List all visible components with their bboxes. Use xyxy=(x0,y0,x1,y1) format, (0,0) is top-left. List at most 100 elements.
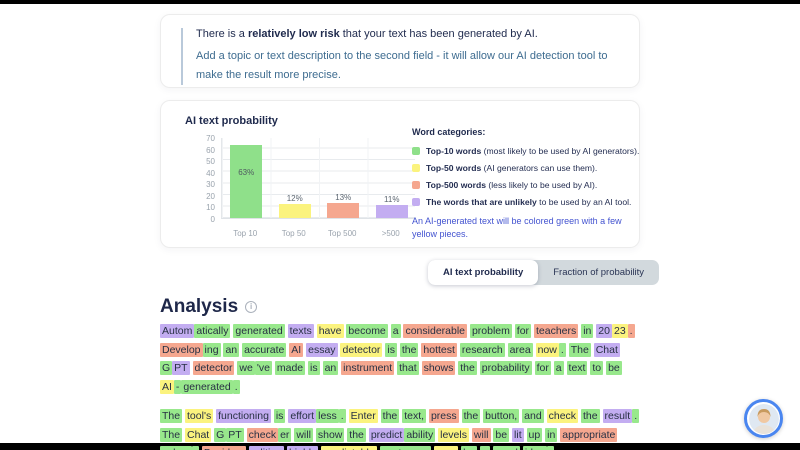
analysis-token: ability xyxy=(404,427,436,442)
analysis-token: functioning xyxy=(216,409,271,423)
analysis-token: Autom xyxy=(160,324,195,338)
legend-swatch xyxy=(412,147,420,155)
y-axis-tick: 10 xyxy=(206,203,215,213)
y-axis-tick: 70 xyxy=(206,134,215,143)
analysis-token: atically xyxy=(194,324,231,338)
analysis-token: a xyxy=(553,361,564,375)
analysis-token: Enter xyxy=(348,409,378,423)
analysis-token: highly xyxy=(286,446,319,450)
bar-chart: 63% 12% 13% 11% 0 10 20 30 40 50 60 70 Top 10 Top 5… xyxy=(185,134,419,238)
x-axis-tick: >500 xyxy=(381,229,400,238)
analysis-token: . xyxy=(338,409,346,423)
analysis-token: the xyxy=(580,409,600,423)
analysis-token: AI xyxy=(289,342,304,357)
bar-value-label: 63% xyxy=(238,168,255,178)
tab-ai-text-probability[interactable]: AI text probability xyxy=(428,260,539,285)
legend-item: Top-10 words (most likely to be used by … xyxy=(412,146,644,156)
analysis-token: 've xyxy=(254,361,272,375)
risk-hint-text: Add a topic or text description to the s… xyxy=(196,50,608,81)
analysis-token: to xyxy=(590,361,604,375)
analysis-token: made xyxy=(274,361,306,375)
legend-label: Top-500 words (less likely to be used by… xyxy=(426,180,598,190)
analysis-token: lit xyxy=(512,427,524,442)
analysis-token: be xyxy=(493,427,510,442)
analysis-token: levels xyxy=(438,427,469,442)
legend-items: Top-10 words (most likely to be used by … xyxy=(412,146,644,207)
analysis-token: is xyxy=(385,342,397,357)
x-axis-tick: Top 500 xyxy=(328,229,357,238)
analysis-token: in xyxy=(581,324,594,338)
analysis-token: may xyxy=(434,446,459,450)
bar-value-label: 13% xyxy=(335,192,352,202)
analysis-token: . xyxy=(627,324,635,338)
analysis-token: instrument xyxy=(341,361,395,375)
analysis-token: The xyxy=(160,427,183,442)
analysis-token: check xyxy=(546,409,579,423)
analysis-token: detector xyxy=(340,342,383,357)
analysis-token: check xyxy=(246,427,279,442)
analysis-token: is xyxy=(273,409,286,423)
analysis-token: the xyxy=(399,342,419,357)
y-axis-tick: 60 xyxy=(206,145,215,155)
analysis-token: and xyxy=(522,409,544,423)
letterbox-top xyxy=(0,0,800,4)
analysis-token: will xyxy=(471,427,491,442)
legend-label: The words that are unlikely to be used b… xyxy=(426,197,632,207)
info-icon[interactable]: i xyxy=(245,301,258,313)
analysis-token: colors xyxy=(160,446,193,450)
analysis-token: the xyxy=(380,409,400,423)
analysis-token: for xyxy=(514,324,532,338)
analysis-token: be xyxy=(606,361,622,375)
analysis-token: hottest xyxy=(421,342,457,357)
analysis-token: tool's xyxy=(185,409,214,423)
analysis-token: . xyxy=(232,379,240,394)
legend-swatch xyxy=(412,198,420,206)
analysis-token: shows xyxy=(421,361,456,375)
analysis-token: good xyxy=(492,446,520,450)
analysis-token: . xyxy=(546,446,554,450)
assistant-avatar-button[interactable] xyxy=(744,399,783,438)
analysis-token: result xyxy=(602,409,633,423)
analysis-token: idea xyxy=(522,446,547,450)
analysis-token: G xyxy=(214,427,227,442)
analysis-token: PT xyxy=(226,427,244,442)
legend-item: Top-500 words (less likely to be used by… xyxy=(412,180,644,190)
analysis-token: Besides, xyxy=(201,446,247,450)
analysis-token: we xyxy=(237,361,255,375)
analysis-token: for xyxy=(534,361,551,375)
legend-label: Top-50 words (AI generators can use them… xyxy=(426,163,598,173)
risk-level-text: relatively low risk xyxy=(247,28,340,40)
analysis-token: the xyxy=(461,409,481,423)
analysis-token: G xyxy=(160,361,173,375)
analysis-token: accurate xyxy=(242,342,287,357)
chart-view-toggle: AI text probability Fraction of probabil… xyxy=(428,260,660,285)
risk-summary-text: There is a relatively low risk that your… xyxy=(196,28,619,40)
chart-legend: Word categories: Top-10 words (most like… xyxy=(412,127,644,241)
tab-fraction-of-probability[interactable]: Fraction of probability xyxy=(538,260,659,285)
chart-plot-area: 63% 12% 13% 11% xyxy=(221,138,415,219)
analysis-token: up xyxy=(526,427,543,442)
analysis-token: essay xyxy=(306,342,338,357)
analysis-token: generated xyxy=(233,324,285,338)
chart-bar xyxy=(327,202,360,218)
legend-swatch xyxy=(412,181,420,189)
analysis-token: show xyxy=(315,427,345,442)
analysis-token: predictable xyxy=(321,446,377,450)
chart-title: AI text probability xyxy=(185,115,278,127)
x-axis-tick: Top 10 xyxy=(233,229,258,238)
analysis-token: appropriate xyxy=(560,427,618,442)
analysis-token: AI xyxy=(160,379,174,394)
analysis-token: - xyxy=(173,379,182,394)
analysis-token: texts xyxy=(287,324,314,338)
chart-bar xyxy=(230,145,263,218)
risk-banner-card: There is a relatively low risk that your… xyxy=(160,14,640,88)
analysis-token: problem xyxy=(469,324,512,338)
risk-summary-prefix: There is a xyxy=(196,28,248,40)
analysis-token: effort xyxy=(288,409,317,423)
analysis-token: an xyxy=(322,361,339,375)
analysis-token: 23 xyxy=(611,324,628,338)
analysis-token: a xyxy=(479,446,490,450)
analysis-token: Chat xyxy=(593,342,620,357)
analysis-token: text, xyxy=(402,409,427,423)
bar-value-label: 12% xyxy=(286,194,303,204)
